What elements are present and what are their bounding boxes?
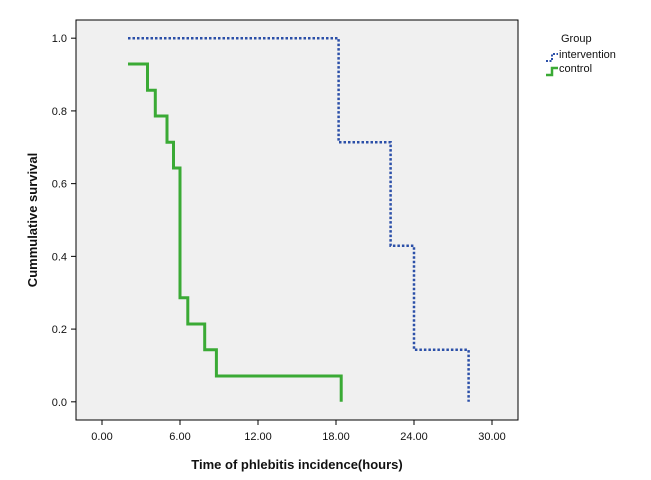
series-line-intervention [128,36,470,402]
x-tick-label: 18.00 [322,431,350,443]
x-axis: 0.00 6.00 12.00 18.00 24.00 30.00 [91,420,506,443]
x-tick-label: 30.00 [478,431,506,443]
legend: Group intervention control [546,33,616,77]
legend-swatch-intervention [546,53,558,62]
x-tick-label: 0.00 [91,431,112,443]
x-tick-label: 24.00 [400,431,428,443]
y-axis: 0.0 0.2 0.4 0.6 0.8 1.0 [52,33,76,409]
y-tick-label: 0.4 [52,251,67,263]
x-axis-title: Time of phlebitis incidence(hours) [191,457,402,472]
y-tick-label: 1.0 [52,33,67,45]
legend-label-intervention: intervention [559,49,616,61]
legend-title: Group [561,33,592,45]
legend-label-control: control [559,63,592,75]
y-axis-title: Cummulative survival [25,153,40,287]
legend-swatch-control [546,66,558,77]
y-tick-label: 0.6 [52,179,67,191]
plot-area [75,19,519,421]
legend-items: intervention control [546,49,616,77]
x-tick-label: 6.00 [169,431,190,443]
series-layer [128,36,470,402]
x-tick-label: 12.00 [244,431,272,443]
series-line-control [128,62,343,402]
y-tick-label: 0.8 [52,106,67,118]
y-tick-label: 0.2 [52,324,67,336]
y-tick-label: 0.0 [52,397,67,409]
